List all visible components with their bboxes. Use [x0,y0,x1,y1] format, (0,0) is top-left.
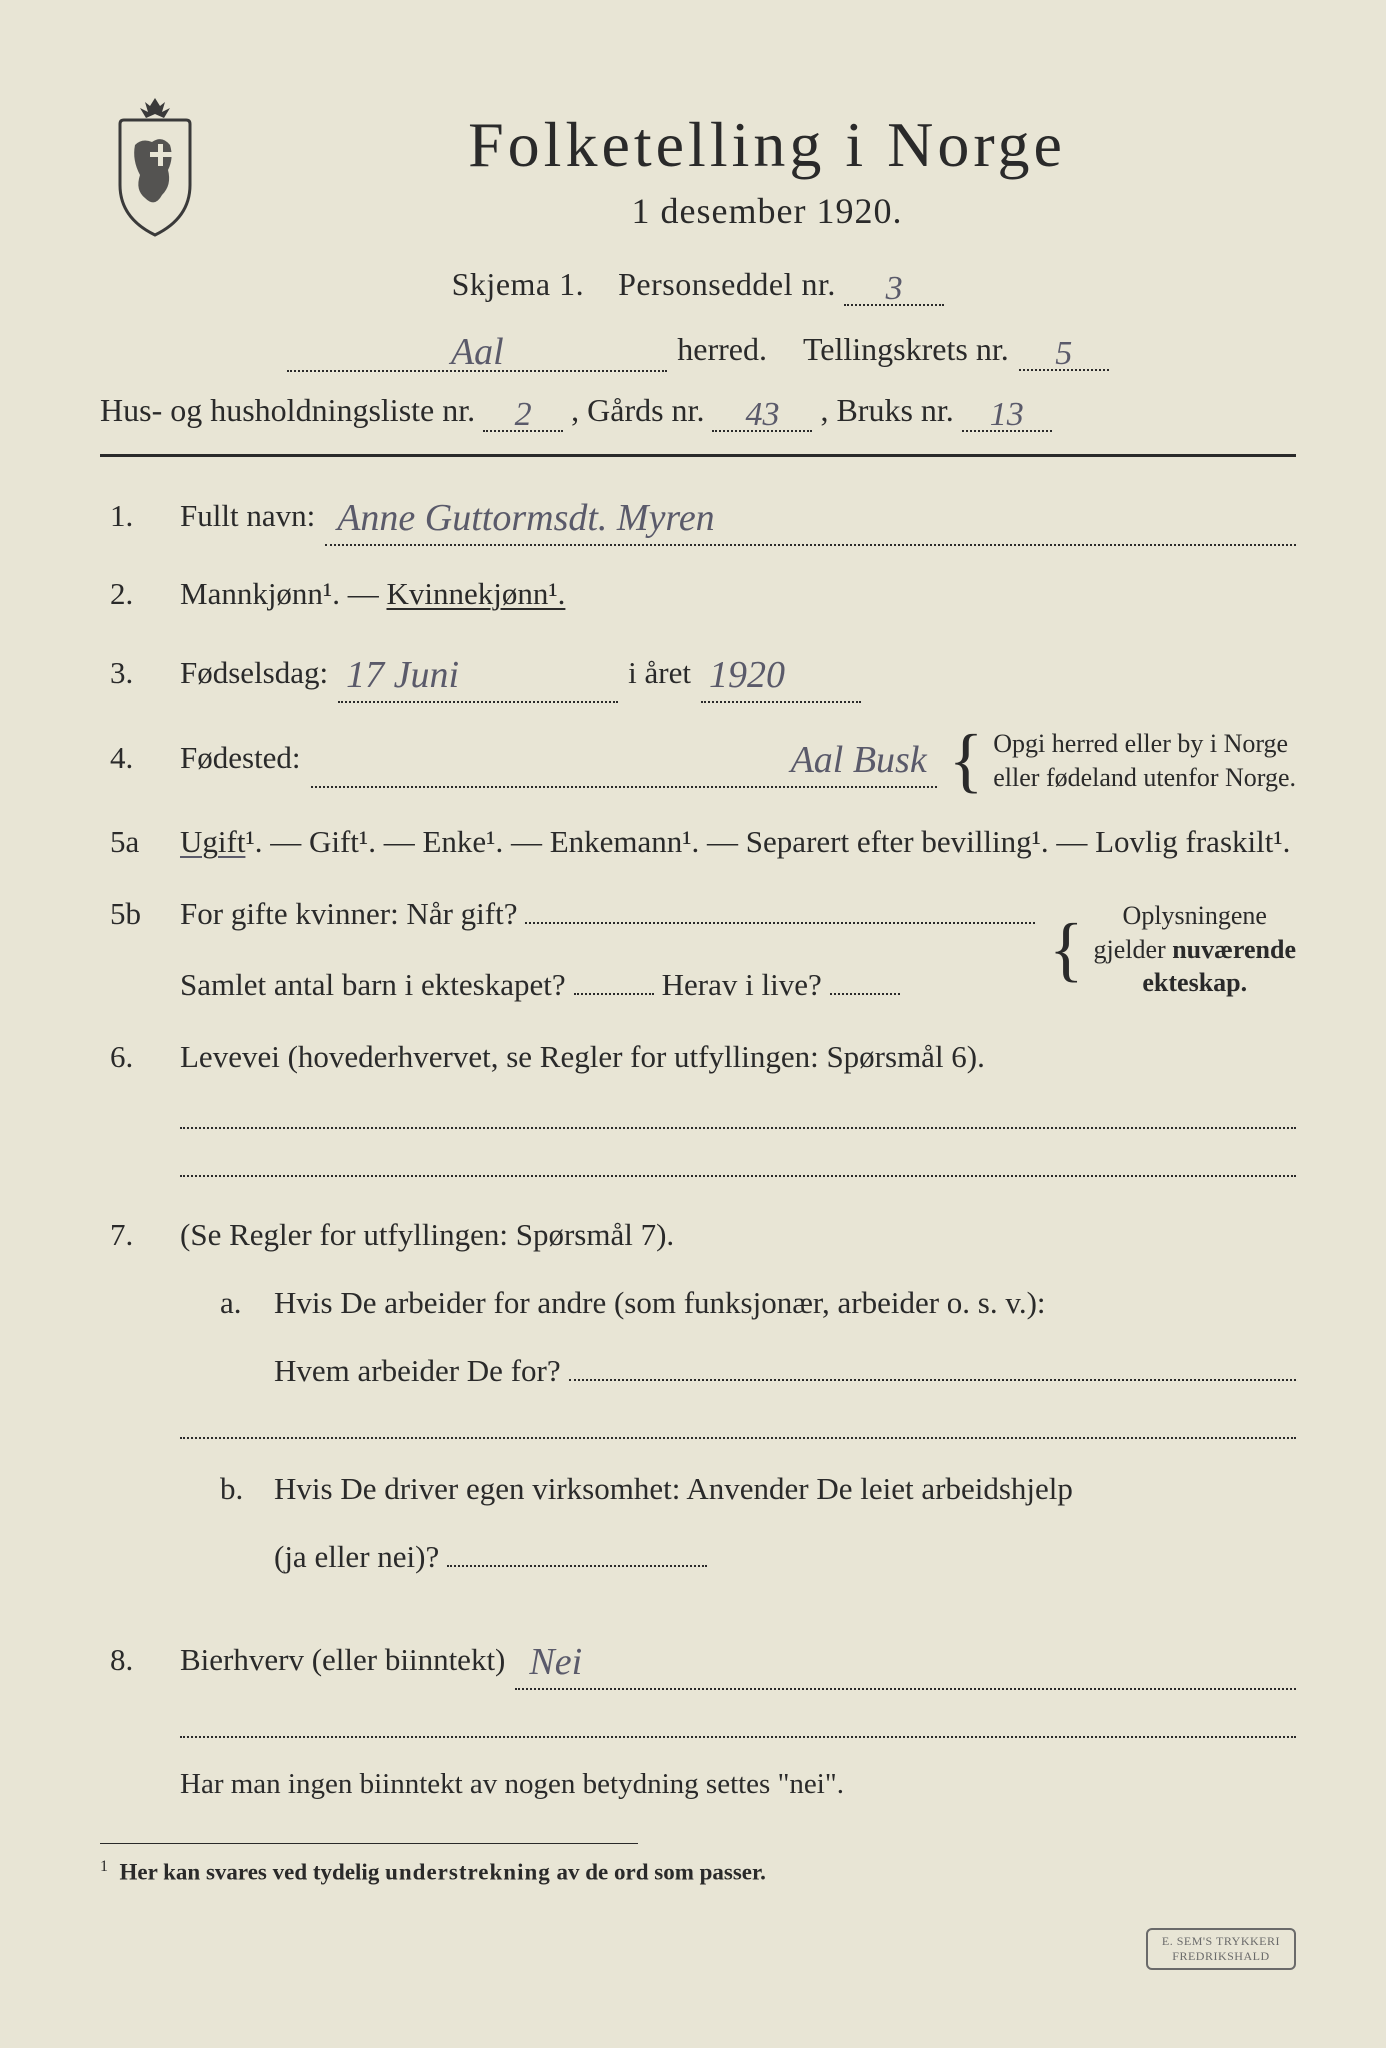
coat-of-arms-icon [100,90,210,240]
q2-num: 2. [110,570,166,618]
q3-label: Fødselsdag: [180,649,328,697]
husliste-nr: 2 [483,392,563,432]
q7b-num: b. [220,1465,260,1513]
footnote-marker: 1 [100,1858,108,1875]
q4-label: Fødested: [180,734,301,782]
q3-num: 3. [110,649,166,697]
q8-label: Bierhverv (eller biinntekt) [180,1636,505,1684]
questions-block: 1. Fullt navn: Anne Guttormsdt. Myren 2.… [100,485,1296,1801]
q2-kvinnekjonn: Kvinnekjønn¹. [386,576,565,611]
bottom-note: Har man ingen biinntekt av nogen betydni… [180,1768,1296,1801]
herred-label: herred. [677,331,767,368]
q8-blank-line [180,1736,1296,1738]
husliste-label: Hus- og husholdningsliste nr. [100,392,475,429]
q4-num: 4. [110,734,166,782]
stamp-line1: E. SEM'S TRYKKERI [1162,1934,1280,1949]
q5b-note3: ekteskap. [1094,966,1296,1000]
q6-blank-line-2 [180,1175,1296,1177]
brace-icon: { [1049,921,1084,979]
header-row: Folketelling i Norge 1 desember 1920. [100,90,1296,240]
q6-text: Levevei (hovederhvervet, se Regler for u… [180,1033,1296,1081]
q5b-line2b-field [830,993,900,995]
q1-row: 1. Fullt navn: Anne Guttormsdt. Myren [110,485,1296,546]
q5b-line1-label: For gifte kvinner: Når gift? [180,890,517,938]
q1-label: Fullt navn: [180,492,315,540]
stamp-line2: FREDRIKSHALD [1162,1949,1280,1964]
q6-num: 6. [110,1033,166,1081]
herred-line: Aal herred. Tellingskrets nr. 5 [100,326,1296,372]
q5b-line1-field [525,922,1035,924]
q8-num: 8. [110,1636,166,1684]
brace-icon: { [949,732,984,790]
q4-note-line1: Opgi herred eller by i Norge [993,727,1296,761]
bruks-nr: 13 [962,392,1052,432]
q4-value-field: Aal Busk [311,727,937,788]
q3-row: 3. Fødselsdag: 17 Juni i året 1920 [110,642,1296,703]
q7-row: 7. (Se Regler for utfyllingen: Spørsmål … [110,1211,1296,1605]
q7-num: 7. [110,1211,166,1259]
q7a-line2: Hvem arbeider De for? [274,1347,561,1395]
q5b-line2a: Samlet antal barn i ekteskapet? [180,961,566,1009]
q3-day-field: 17 Juni [338,642,618,703]
personseddel-nr: 3 [844,266,944,306]
q7a-num: a. [220,1279,260,1327]
q8-field: Nei [515,1629,1296,1690]
q7a-row: a. Hvis De arbeider for andre (som funks… [180,1279,1296,1395]
q7a-blank-line [180,1437,1296,1439]
q1-value-field: Anne Guttormsdt. Myren [325,485,1296,546]
title-block: Folketelling i Norge 1 desember 1920. [238,90,1296,232]
q5b-num: 5b [110,890,166,938]
printer-stamp: E. SEM'S TRYKKERI FREDRIKSHALD [1146,1928,1296,1970]
q4-note-block: { Opgi herred eller by i Norge eller fød… [949,727,1296,795]
q4-note-line2: eller fødeland utenfor Norge. [993,761,1296,795]
q8-row: 8. Bierhverv (eller biinntekt) Nei [110,1629,1296,1690]
q5b-note2: gjelder nuværende [1094,933,1296,967]
q6-blank-line-1 [180,1127,1296,1129]
footnote: 1 Her kan svares ved tydelig understrekn… [100,1858,1296,1886]
tellingskrets-label: Tellingskrets nr. [803,331,1009,368]
q7b-field [447,1565,707,1567]
main-title: Folketelling i Norge [238,108,1296,182]
footnote-rule [100,1843,638,1854]
q7b-line1: Hvis De driver egen virksomhet: Anvender… [274,1465,1296,1513]
q3-year-label: i året [628,649,691,697]
q1-num: 1. [110,492,166,540]
q5b-line2a-field [574,993,654,995]
q4-row: 4. Fødested: Aal Busk { Opgi herred elle… [110,727,1296,795]
q5a-num: 5a [110,818,166,866]
q5b-note1: Oplysningene [1094,899,1296,933]
skjema-line: Skjema 1. Personseddel nr. 3 [100,266,1296,306]
q3-year-field: 1920 [701,642,861,703]
q5b-row: 5b For gifte kvinner: Når gift? Samlet a… [110,890,1296,1008]
q2-row: 2. Mannkjønn¹. — Kvinnekjønn¹. [110,570,1296,618]
q7b-line2: (ja eller nei)? [274,1533,439,1581]
meta-block: Skjema 1. Personseddel nr. 3 Aal herred.… [100,266,1296,372]
q7-intro: (Se Regler for utfyllingen: Spørsmål 7). [180,1211,1296,1259]
skjema-label: Skjema 1. [452,266,584,302]
liste-line: Hus- og husholdningsliste nr. 2 , Gårds … [100,392,1296,457]
personseddel-label: Personseddel nr. [618,266,836,302]
q5b-note-block: { Oplysningene gjelder nuværende ekteska… [1049,899,1296,1000]
subtitle: 1 desember 1920. [238,190,1296,232]
q5b-line2b: Herav i live? [662,961,822,1009]
q2-mannkjonn: Mannkjønn¹. — [180,576,379,611]
herred-value-field: Aal [287,326,667,372]
q6-row: 6. Levevei (hovederhvervet, se Regler fo… [110,1033,1296,1081]
q7b-row: b. Hvis De driver egen virksomhet: Anven… [180,1465,1296,1581]
q7a-field [569,1379,1296,1381]
bruks-label: , Bruks nr. [820,392,953,429]
tellingskrets-nr: 5 [1019,331,1109,371]
gards-nr: 43 [712,392,812,432]
q5a-row: 5a Ugift¹. — Gift¹. — Enke¹. — Enkemann¹… [110,818,1296,866]
q7a-line1: Hvis De arbeider for andre (som funksjon… [274,1279,1296,1327]
gards-label: , Gårds nr. [571,392,704,429]
